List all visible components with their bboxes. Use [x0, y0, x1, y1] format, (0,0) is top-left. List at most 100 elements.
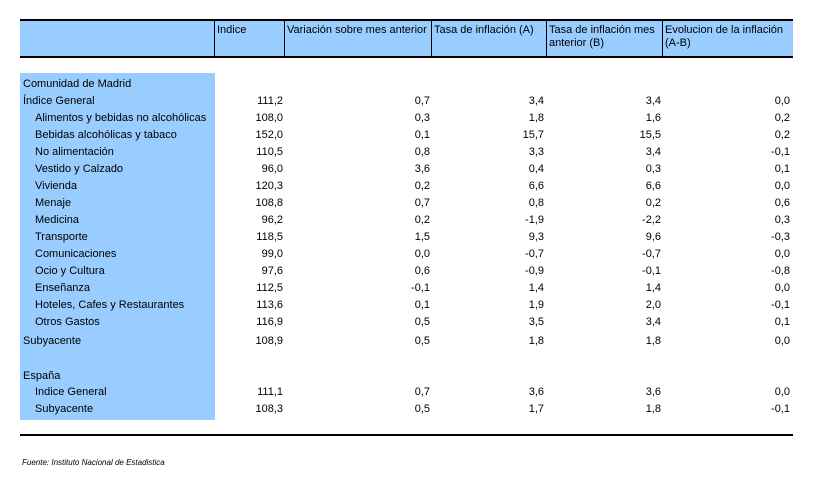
- cell-value: 1,4: [645, 282, 661, 294]
- cell-value: 0,3: [414, 112, 430, 124]
- table-row: Indice General 111,1 0,7 3,6 3,6 0,0: [0, 384, 827, 401]
- header-cell-evolucion: Evolucion de la inflación (A-B): [663, 20, 793, 57]
- row-label: Índice General: [23, 95, 95, 107]
- cell-value: 1,5: [414, 231, 430, 243]
- table-header: Indice Variación sobre mes anterior Tasa…: [20, 20, 793, 57]
- cell-value: 9,3: [528, 231, 544, 243]
- cell-value: 0,3: [645, 163, 661, 175]
- cell-value: 112,5: [256, 282, 283, 294]
- cell-value: -0,7: [642, 248, 661, 260]
- cell-value: 0,8: [414, 146, 430, 158]
- row-label: Subyacente: [23, 335, 82, 347]
- table-row: Comunicaciones 99,0 0,0 -0,7 -0,7 0,0: [0, 246, 827, 263]
- row-label: Indice General: [35, 386, 107, 398]
- cell-value: 1,8: [528, 335, 544, 347]
- table-row: Medicina 96,2 0,2 -1,9 -2,2 0,3: [0, 212, 827, 229]
- table-row: Hoteles, Cafes y Restaurantes 113,6 0,1 1,9…: [0, 297, 827, 314]
- row-label: No alimentación: [35, 146, 114, 158]
- table-row: Alimentos y bebidas no alcohólicas 108,0 0…: [0, 110, 827, 127]
- cell-value: 6,6: [528, 180, 544, 192]
- header-top-rule: [20, 19, 793, 21]
- cell-value: -0,7: [525, 248, 544, 260]
- cell-value: 108,9: [255, 335, 283, 347]
- table-row: Transporte 118,5 1,5 9,3 9,6 -0,3: [0, 229, 827, 246]
- cell-value: 3,6: [528, 386, 544, 398]
- cell-value: 0,5: [414, 316, 430, 328]
- cell-value: 9,6: [645, 231, 661, 243]
- header-text: Evolucion de la inflación (A-B): [665, 24, 784, 49]
- cell-value: 97,6: [261, 265, 283, 277]
- header-text: Indice: [217, 24, 247, 36]
- cell-value: 15,7: [522, 129, 544, 141]
- cell-value: 110,5: [256, 146, 283, 158]
- row-label: Enseñanza: [35, 282, 91, 294]
- cell-value: 0,6: [774, 197, 790, 209]
- cell-value: 152,0: [255, 129, 283, 141]
- header-cell-label: [20, 20, 215, 57]
- cell-value: 99,0: [261, 248, 283, 260]
- cell-value: 1,6: [645, 112, 661, 124]
- header-cell-indice: Indice: [215, 20, 285, 57]
- cell-value: 1,8: [645, 403, 661, 415]
- table-row: Vestido y Calzado 96,0 3,6 0,4 0,3 0,1: [0, 161, 827, 178]
- cell-value: 0,0: [774, 95, 790, 107]
- cell-value: 118,5: [256, 231, 283, 243]
- cell-value: 120,3: [255, 180, 283, 192]
- table-row: Vivienda 120,3 0,2 6,6 6,6 0,0: [0, 178, 827, 195]
- header-cell-tasa-a: Tasa de inflación (A): [432, 20, 547, 57]
- cell-value: 3,4: [645, 95, 661, 107]
- cell-value: 15,5: [639, 129, 661, 141]
- cell-value: 0,8: [528, 197, 544, 209]
- cell-value: -2,2: [642, 214, 661, 226]
- cell-value: 1,7: [528, 403, 544, 415]
- row-label: Medicina: [35, 214, 80, 226]
- cell-value: 0,3: [774, 214, 790, 226]
- cell-value: 3,6: [414, 163, 430, 175]
- source-note: Fuente: Instituto Nacional de Estadistic…: [22, 458, 165, 467]
- cell-value: 6,6: [645, 180, 661, 192]
- cell-value: 3,4: [645, 316, 661, 328]
- cell-value: 0,0: [774, 386, 790, 398]
- cell-value: 3,5: [528, 316, 544, 328]
- cell-value: 111,2: [257, 95, 283, 107]
- header-text: Tasa de inflación (A): [434, 24, 534, 36]
- cell-value: -0,1: [642, 265, 661, 277]
- header-cell-tasa-b: Tasa de inflación mes anterior (B): [547, 20, 663, 57]
- cell-value: 1,8: [528, 112, 544, 124]
- table-row: Ocio y Cultura 97,6 0,6 -0,9 -0,1 -0,8: [0, 263, 827, 280]
- row-label: Alimentos y bebidas no alcohólicas: [35, 112, 207, 124]
- cell-value: -0,1: [771, 146, 790, 158]
- cell-value: 0,0: [414, 248, 430, 260]
- cell-value: 0,0: [774, 282, 790, 294]
- header-bottom-rule: [20, 56, 793, 58]
- cell-value: 3,3: [528, 146, 544, 158]
- cell-value: 1,8: [645, 335, 661, 347]
- cell-value: 0,6: [414, 265, 430, 277]
- cell-value: 3,6: [645, 386, 661, 398]
- header-text: Variación sobre mes anterior: [287, 24, 427, 36]
- cell-value: 0,7: [414, 197, 430, 209]
- row-label: Vivienda: [35, 180, 77, 192]
- cell-value: 0,4: [528, 163, 544, 175]
- cell-value: 0,2: [414, 180, 430, 192]
- table-bottom-rule: [20, 434, 793, 436]
- table-row: No alimentación 110,5 0,8 3,3 3,4 -0,1: [0, 144, 827, 161]
- cell-value: 1,4: [528, 282, 544, 294]
- table-row: Bebidas alcohólicas y tabaco 152,0 0,1 15,7…: [0, 127, 827, 144]
- table-row: Subyacente 108,9 0,5 1,8 1,8 0,0: [0, 333, 827, 350]
- row-label: Subyacente: [35, 403, 94, 415]
- cell-value: 0,2: [414, 214, 430, 226]
- cell-value: 0,7: [414, 386, 430, 398]
- label-column-background: [20, 73, 215, 420]
- cell-value: 2,0: [645, 299, 661, 311]
- row-label: Vestido y Calzado: [35, 163, 124, 175]
- cell-value: 0,0: [774, 248, 790, 260]
- row-label: Comunicaciones: [35, 248, 117, 260]
- row-label: Transporte: [35, 231, 88, 243]
- cell-value: -0,9: [525, 265, 544, 277]
- cell-value: 3,4: [645, 146, 661, 158]
- row-label: Otros Gastos: [35, 316, 100, 328]
- section-label: España: [23, 370, 61, 382]
- row-label: Hoteles, Cafes y Restaurantes: [35, 299, 185, 311]
- header-text: Tasa de inflación mes anterior (B): [549, 24, 655, 49]
